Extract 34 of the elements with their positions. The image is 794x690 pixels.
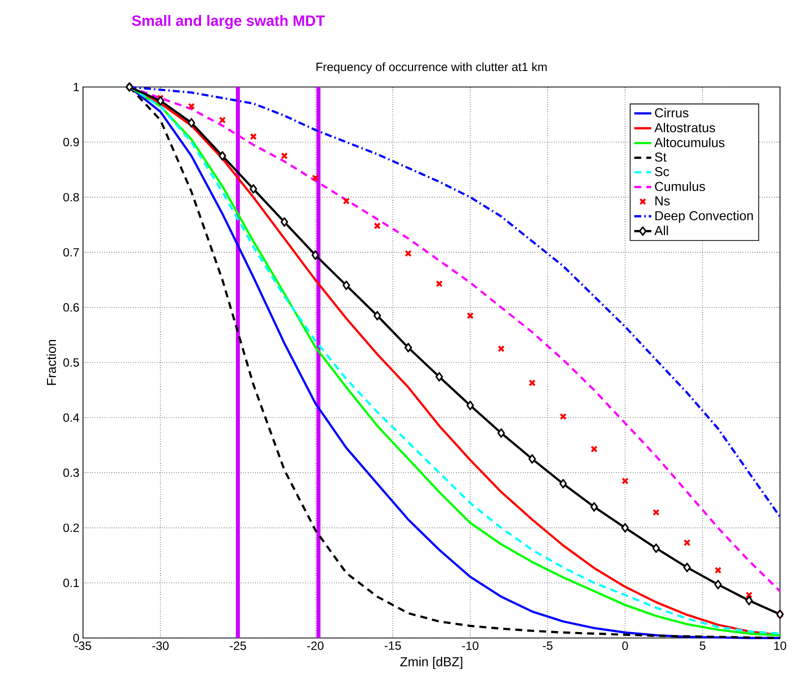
y-tick-label: 0.3	[63, 468, 79, 477]
y-tick-label: 0.4	[63, 413, 80, 422]
y-tick-label: 0.2	[63, 524, 79, 532]
y-tick-label: 0.8	[63, 192, 79, 202]
y-tick-label: 0.1	[63, 578, 79, 588]
legend-label: Ns	[655, 196, 670, 206]
y-tick-label: 0.7	[63, 248, 79, 257]
chart-subtitle: Frequency of occurrence with clutter at1 km	[316, 62, 547, 74]
legend-label: Cumulus	[655, 182, 705, 192]
x-tick-label: -15	[384, 642, 401, 650]
legend-label: Sc	[654, 167, 670, 176]
y-axis-title: Fraction	[46, 340, 56, 385]
x-tick-label: -35	[74, 642, 92, 650]
legend-label: Altocumulus	[654, 138, 724, 148]
legend-label: Deep Convection	[655, 210, 753, 223]
x-tick-label: 10	[774, 642, 786, 650]
x-axis-title: Zmin [dBZ]	[400, 656, 462, 669]
x-tick-label: 0	[622, 642, 628, 650]
x-tick-label: -10	[462, 642, 478, 650]
legend-label: Altostratus	[654, 122, 716, 132]
y-tick-label: 0.6	[63, 303, 79, 312]
x-tick-label: -30	[152, 642, 169, 650]
x-tick-label: -25	[230, 642, 246, 650]
legend-label: All	[654, 226, 668, 236]
legend-label: Cirrus	[655, 108, 688, 118]
y-tick-label: 0.9	[63, 138, 79, 146]
x-tick-label: 5	[700, 642, 706, 650]
y-tick-label: 0	[73, 634, 80, 642]
y-tick-label: 1	[74, 82, 79, 92]
x-tick-label: -5	[542, 642, 552, 650]
y-tick-label: 0.5	[63, 358, 79, 367]
x-tick-label: -20	[307, 642, 324, 650]
chart-title: Small and large swath MDT	[132, 14, 325, 29]
legend-label: St	[654, 152, 666, 162]
